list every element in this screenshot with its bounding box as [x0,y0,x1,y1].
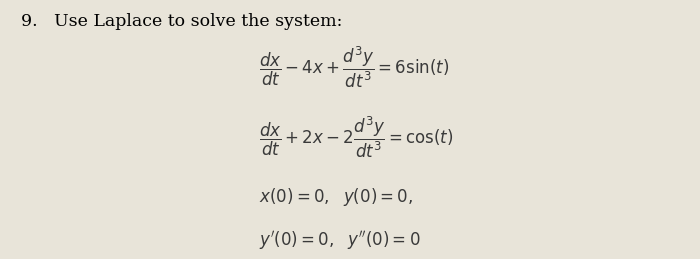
Text: 9.   Use Laplace to solve the system:: 9. Use Laplace to solve the system: [21,13,342,30]
Text: $\dfrac{dx}{dt}-4x+\dfrac{d^{3}y}{dt^{3}}=6\sin(t)$: $\dfrac{dx}{dt}-4x+\dfrac{d^{3}y}{dt^{3}… [259,45,449,90]
Text: $y'(0)=0,\ \ y''(0)=0$: $y'(0)=0,\ \ y''(0)=0$ [259,229,421,252]
Text: $x(0)=0,\ \ y(0)=0,$: $x(0)=0,\ \ y(0)=0,$ [259,186,413,208]
Text: $\dfrac{dx}{dt}+2x-2\dfrac{d^{3}y}{dt^{3}}=\cos(t)$: $\dfrac{dx}{dt}+2x-2\dfrac{d^{3}y}{dt^{3… [259,114,454,160]
